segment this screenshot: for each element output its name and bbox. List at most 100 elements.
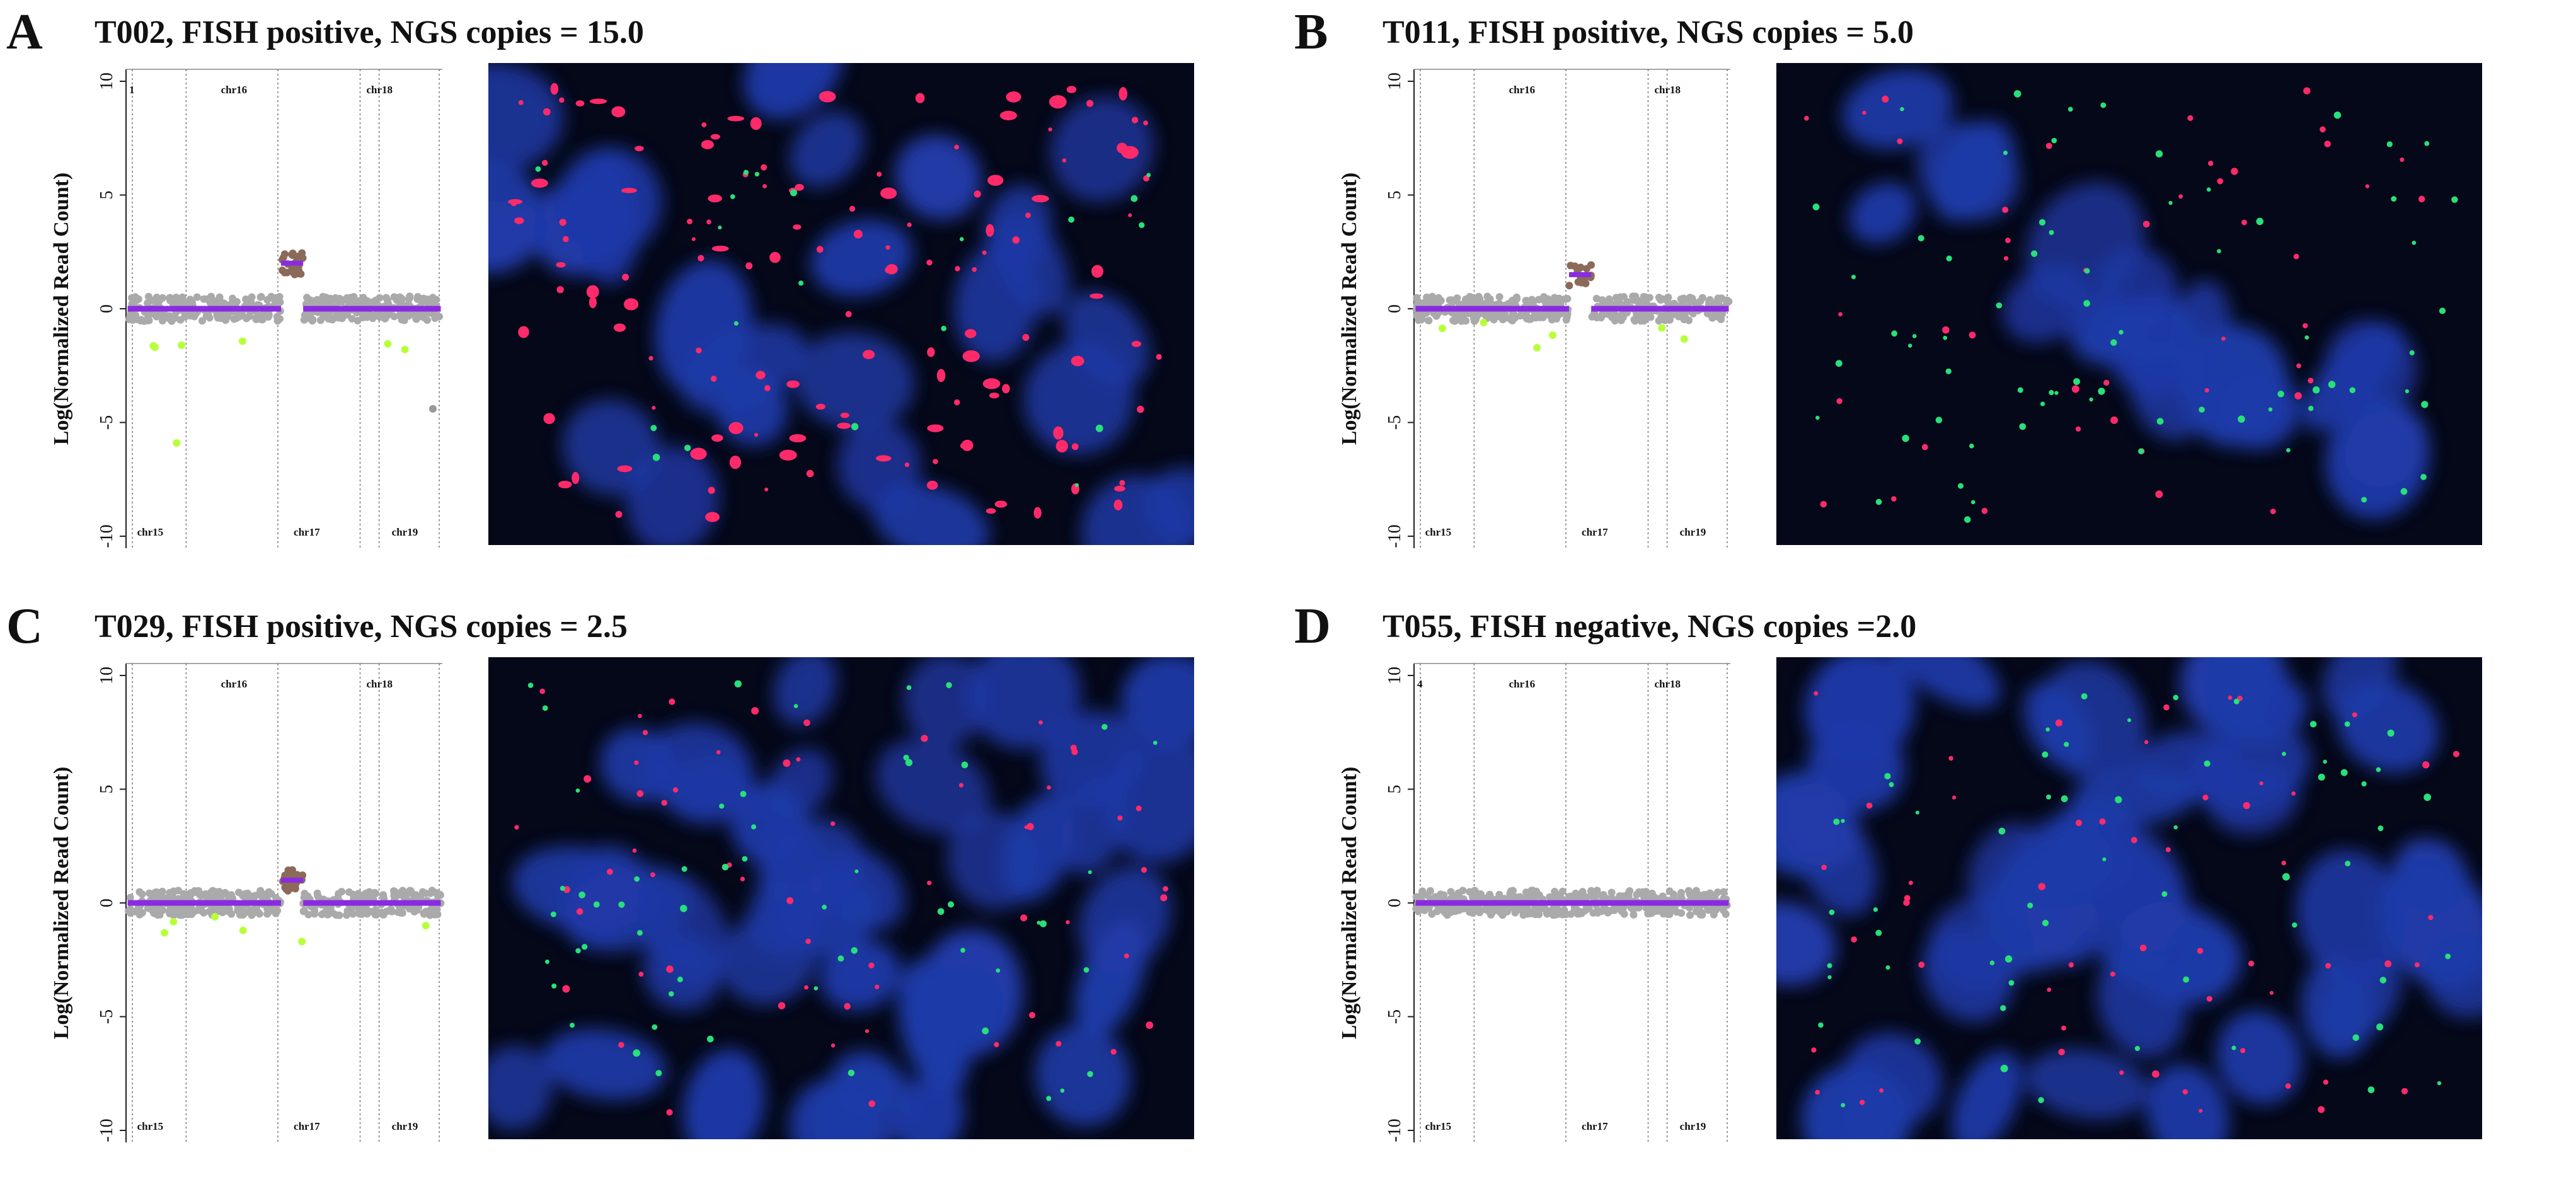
red-signal	[2294, 392, 2302, 400]
green-signal	[2051, 137, 2057, 144]
red-signal	[518, 326, 529, 338]
data-point	[1598, 296, 1606, 304]
red-signal	[2038, 883, 2045, 890]
data-point	[1464, 904, 1472, 912]
red-signal	[672, 787, 679, 793]
data-point	[316, 316, 325, 325]
green-signal	[1068, 216, 1075, 223]
red-signal	[862, 350, 875, 359]
chromosome-label: 1	[129, 84, 135, 96]
data-point	[134, 295, 142, 303]
nucleus	[1074, 919, 1147, 1038]
red-signal	[745, 262, 753, 270]
green-signal	[2206, 187, 2211, 192]
green-signal	[1046, 1096, 1052, 1101]
data-point	[178, 911, 186, 919]
nucleus	[1849, 182, 1916, 244]
red-signal	[2422, 761, 2430, 769]
green-signal	[2134, 1045, 2140, 1052]
red-signal	[1128, 213, 1132, 217]
green-signal	[2000, 1064, 2008, 1072]
green-signal	[1060, 1088, 1065, 1093]
red-signal	[2061, 1025, 2066, 1031]
nucleus	[1050, 96, 1154, 202]
red-signal	[1117, 815, 1123, 821]
y-axis-label: Log(Normalized Read Count)	[1338, 767, 1361, 1040]
green-signal	[1900, 106, 1904, 112]
data-point	[164, 314, 173, 322]
chromosome-label: chr19	[1680, 1120, 1706, 1132]
green-signal	[941, 325, 946, 331]
nucleus	[895, 135, 982, 220]
data-point	[309, 316, 317, 324]
red-signal	[1141, 866, 1147, 873]
nucleus	[903, 657, 988, 747]
nucleus	[1842, 68, 1953, 149]
green-signal	[636, 929, 643, 936]
nucleus	[626, 446, 720, 545]
green-signal	[618, 901, 625, 908]
data-point	[1535, 910, 1543, 919]
red-signal	[1942, 326, 1950, 334]
data-point	[391, 294, 400, 302]
green-signal	[560, 885, 565, 891]
red-signal	[556, 261, 566, 268]
data-point	[1413, 294, 1421, 302]
nucleus	[2088, 849, 2190, 985]
green-signal	[854, 869, 859, 873]
y-tick-label: -5	[97, 415, 117, 430]
red-signal	[804, 985, 808, 990]
data-point	[1711, 906, 1719, 914]
y-tick-label: -10	[97, 524, 117, 548]
y-axis-label: Log(Normalized Read Count)	[50, 767, 73, 1040]
chromosome-label: chr15	[1425, 1120, 1452, 1132]
red-signal	[708, 194, 722, 203]
data-point	[404, 311, 412, 319]
green-signal	[2003, 151, 2008, 156]
data-point	[1575, 277, 1584, 285]
green-signal	[2367, 1086, 2375, 1094]
red-signal	[2259, 781, 2263, 786]
data-point	[236, 910, 244, 919]
red-signal	[613, 323, 626, 332]
red-signal	[543, 413, 555, 425]
green-signal	[822, 904, 827, 910]
red-signal	[1118, 87, 1128, 101]
red-signal	[650, 872, 655, 878]
green-signal	[677, 976, 683, 982]
data-point	[1665, 910, 1674, 918]
red-signal	[1090, 293, 1103, 299]
red-signal	[953, 399, 960, 406]
green-signal	[593, 901, 600, 908]
green-signal	[837, 955, 844, 962]
fish-micrograph	[488, 63, 1194, 545]
nucleus	[1776, 781, 1861, 868]
nucleus	[946, 810, 1040, 910]
data-point	[1602, 905, 1610, 914]
green-signal	[2161, 891, 2168, 897]
nucleus	[1035, 1025, 1131, 1127]
green-signal	[2042, 919, 2049, 927]
green-signal	[2437, 1081, 2442, 1086]
red-signal	[1146, 1021, 1154, 1029]
data-point	[1437, 890, 1445, 899]
fish-green-signals	[535, 166, 1151, 487]
outlier-point	[1438, 325, 1446, 333]
nucleus	[794, 332, 915, 430]
red-signal	[974, 190, 981, 198]
data-point	[406, 292, 414, 301]
red-signal	[1897, 138, 1903, 144]
green-signal	[2013, 90, 2021, 98]
data-point	[389, 887, 398, 895]
red-signal	[666, 965, 674, 973]
red-signal	[1036, 196, 1040, 200]
green-signal	[1095, 424, 1103, 432]
data-point	[252, 905, 260, 914]
green-signal	[2038, 1097, 2044, 1103]
red-signal	[2119, 1070, 2124, 1076]
red-signal	[2414, 962, 2420, 968]
nucleus	[1931, 120, 2015, 222]
red-signal	[2452, 750, 2460, 757]
green-signal	[550, 911, 556, 917]
data-point	[1532, 887, 1541, 895]
